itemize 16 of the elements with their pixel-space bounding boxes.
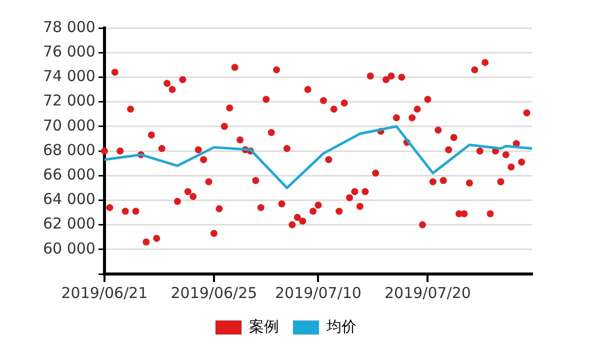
y-tick-label: 78 000 <box>42 18 96 36</box>
y-tick-label: 62 000 <box>42 214 96 233</box>
y-tick-label: 64 000 <box>42 190 96 208</box>
x-tick-label: 2019/07/10 <box>275 284 362 302</box>
y-tick-label: 74 000 <box>42 67 96 86</box>
legend-label: 均价 <box>326 317 356 336</box>
x-tick-label: 2019/06/25 <box>170 284 258 302</box>
y-tick-label: 76 000 <box>42 42 96 60</box>
x-tick-label: 2019/06/21 <box>61 284 148 302</box>
legend-label: 案例 <box>249 317 279 336</box>
y-tick-label: 72 000 <box>42 92 96 110</box>
y-tick-label: 66 000 <box>42 165 96 184</box>
y-tick-label: 68 000 <box>42 140 96 159</box>
y-tick-label: 60 000 <box>42 239 96 258</box>
x-tick-label: 2019/07/20 <box>384 284 471 302</box>
y-tick-label: 70 000 <box>42 116 96 134</box>
